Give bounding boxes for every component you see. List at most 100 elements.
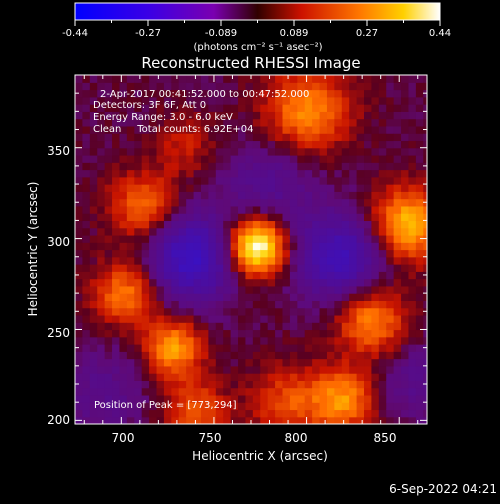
heatmap-cell <box>386 314 395 323</box>
heatmap-cell <box>178 264 187 272</box>
heatmap-cell <box>89 162 98 171</box>
heatmap-cell <box>386 416 395 424</box>
heatmap-cell <box>275 278 284 287</box>
heatmap-cell <box>341 409 350 418</box>
heatmap-cell <box>89 387 98 396</box>
heatmap-cell <box>238 300 247 309</box>
heatmap-cell <box>75 351 84 360</box>
heatmap-cell <box>356 96 365 105</box>
heatmap-cell <box>186 220 195 229</box>
heatmap-cell <box>415 249 424 258</box>
heatmap-cell <box>215 394 224 403</box>
heatmap-cell <box>386 227 395 236</box>
heatmap-cell <box>193 256 202 265</box>
heatmap-cell <box>82 89 91 98</box>
heatmap-cell <box>378 111 387 120</box>
heatmap-cell <box>282 205 291 214</box>
heatmap-cell <box>200 140 209 149</box>
heatmap-cell <box>230 373 239 381</box>
heatmap-cell <box>326 409 335 418</box>
heatmap-cell <box>371 184 380 192</box>
heatmap-cell <box>312 111 321 120</box>
heatmap-cell <box>149 234 158 243</box>
heatmap-cell <box>304 140 313 149</box>
heatmap-cell <box>326 198 335 207</box>
heatmap-cell <box>126 125 135 134</box>
heatmap-cell <box>341 176 350 185</box>
heatmap-cell <box>134 118 143 127</box>
heatmap-cell <box>267 249 276 258</box>
heatmap-cell <box>393 278 402 287</box>
heatmap-cell <box>341 373 350 381</box>
heatmap-cell <box>89 104 98 112</box>
heatmap-cell <box>171 380 180 389</box>
heatmap-cell <box>215 307 224 316</box>
heatmap-cell <box>423 358 427 367</box>
heatmap-cell <box>289 205 298 214</box>
heatmap-cell <box>134 184 143 192</box>
heatmap-cell <box>112 285 121 294</box>
heatmap-cell <box>186 140 195 149</box>
heatmap-cell <box>126 387 135 396</box>
heatmap-cell <box>326 147 335 156</box>
heatmap-cell <box>149 373 158 381</box>
heatmap-cell <box>408 264 417 272</box>
heatmap-cell <box>393 358 402 367</box>
heatmap-cell <box>349 162 358 171</box>
heatmap-cell <box>252 242 261 251</box>
heatmap-cell <box>186 133 195 142</box>
heatmap-cell <box>267 322 276 331</box>
heatmap-cell <box>215 264 224 272</box>
heatmap-cell <box>156 416 165 424</box>
heatmap-cell <box>386 111 395 120</box>
heatmap-cell <box>215 380 224 389</box>
heatmap-cell <box>200 96 209 105</box>
heatmap-cell <box>304 264 313 272</box>
heatmap-cell <box>215 329 224 338</box>
heatmap-cell <box>304 293 313 301</box>
heatmap-cell <box>393 344 402 352</box>
heatmap-cell <box>415 285 424 294</box>
heatmap-cell <box>260 409 269 418</box>
heatmap-cell <box>267 125 276 134</box>
heatmap-cell <box>319 205 328 214</box>
heatmap-cell <box>267 162 276 171</box>
heatmap-cell <box>223 184 232 192</box>
heatmap-cell <box>75 191 84 200</box>
heatmap-cell <box>304 89 313 98</box>
heatmap-cell <box>312 242 321 251</box>
heatmap-cell <box>141 82 150 91</box>
heatmap-cell <box>304 365 313 374</box>
heatmap-cell <box>378 75 387 83</box>
heatmap-cell <box>341 118 350 127</box>
heatmap-cell <box>238 191 247 200</box>
heatmap-cell <box>408 133 417 142</box>
heatmap-cell <box>238 380 247 389</box>
heatmap-cell <box>401 125 410 134</box>
heatmap-cell <box>415 336 424 345</box>
heatmap-cell <box>252 118 261 127</box>
heatmap-cell <box>186 402 195 411</box>
heatmap-cell <box>393 213 402 222</box>
heatmap-cell <box>252 373 261 381</box>
heatmap-cell <box>163 118 172 127</box>
heatmap-cell <box>304 416 313 424</box>
heatmap-cell <box>304 169 313 178</box>
heatmap-cell <box>386 307 395 316</box>
heatmap-cell <box>326 227 335 236</box>
heatmap-cell <box>326 416 335 424</box>
heatmap-cell <box>356 169 365 178</box>
heatmap-cell <box>252 322 261 331</box>
heatmap-cell <box>334 234 343 243</box>
heatmap-cell <box>356 322 365 331</box>
heatmap-cell <box>297 176 306 185</box>
heatmap-cell <box>119 351 128 360</box>
heatmap-cell <box>238 351 247 360</box>
heatmap-cell <box>156 249 165 258</box>
heatmap-cell <box>149 125 158 134</box>
heatmap-cell <box>126 322 135 331</box>
heatmap-cell <box>238 205 247 214</box>
heatmap-cell <box>260 336 269 345</box>
heatmap-cell <box>401 336 410 345</box>
heatmap-cell <box>304 256 313 265</box>
